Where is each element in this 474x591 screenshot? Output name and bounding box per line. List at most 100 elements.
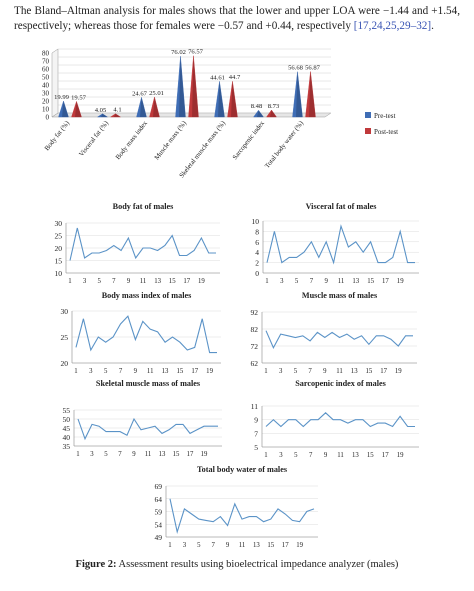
bar-value-label: 19.99 <box>54 94 70 101</box>
line-y-tick: 40 <box>63 433 71 442</box>
reference-links[interactable]: [17,24,25,29–32] <box>353 20 432 32</box>
line-x-tick: 19 <box>198 278 205 285</box>
line-x-tick: 1 <box>265 278 268 285</box>
line-x-tick: 13 <box>154 278 161 285</box>
caption-label: Figure 2: <box>75 559 117 570</box>
bar-category-label: Visceral fat (%) <box>78 120 110 158</box>
bar-category-label: Body mass index <box>115 119 150 161</box>
line-x-tick: 17 <box>183 278 190 285</box>
line-x-tick: 3 <box>89 368 93 375</box>
line-x-tick: 19 <box>395 368 402 375</box>
line-x-tick: 15 <box>169 278 176 285</box>
bar-y-tick: 60 <box>42 66 50 74</box>
line-x-tick: 13 <box>352 278 359 285</box>
line-y-tick: 30 <box>55 219 63 228</box>
series-line <box>69 227 216 261</box>
bar-y-tick: 80 <box>42 50 50 58</box>
bar-shade <box>296 71 303 117</box>
line-y-tick: 8 <box>255 227 259 236</box>
line-x-tick: 15 <box>267 542 274 549</box>
line-y-tick: 10 <box>55 269 63 278</box>
line-x-tick: 19 <box>397 452 404 459</box>
line-x-tick: 3 <box>279 452 283 459</box>
bar-pre <box>136 97 147 118</box>
bar-post <box>71 100 82 118</box>
line-x-tick: 9 <box>324 452 328 459</box>
line-y-tick: 45 <box>63 424 71 433</box>
bar-value-label: 24.67 <box>132 90 148 97</box>
bar-pre <box>58 100 69 118</box>
line-x-tick: 17 <box>382 452 389 459</box>
line-y-tick: 35 <box>63 442 71 451</box>
line-y-tick: 62 <box>251 359 259 368</box>
line-x-tick: 7 <box>119 368 123 375</box>
bar-value-label: 56.87 <box>305 65 321 72</box>
bar-category-label: Sarcopenic index <box>232 119 267 161</box>
line-x-tick: 7 <box>308 368 312 375</box>
bar-y-tick: 70 <box>42 58 50 66</box>
line-x-tick: 7 <box>112 278 116 285</box>
bar-shade <box>192 55 199 117</box>
bar-shade <box>270 110 277 117</box>
line-x-tick: 5 <box>104 451 108 458</box>
bar-post <box>149 96 160 118</box>
bar-shade <box>140 97 147 117</box>
bar-category-label: Total body water (%) <box>264 120 305 170</box>
line-x-tick: 15 <box>367 278 374 285</box>
line-x-tick: 3 <box>183 542 187 549</box>
legend-label: Post-test <box>374 128 398 136</box>
line-y-tick: 69 <box>155 482 163 491</box>
line-y-tick: 10 <box>252 217 260 226</box>
chart-side-wall <box>51 48 59 118</box>
line-x-tick: 19 <box>201 451 208 458</box>
line-x-tick: 3 <box>83 278 87 285</box>
line-x-tick: 5 <box>97 278 101 285</box>
line-x-tick: 9 <box>226 542 230 549</box>
bar-category-label: Muscle mass (%) <box>153 120 188 162</box>
figure-caption: Figure 2: Assessment results using bioel… <box>0 559 474 570</box>
caption-text: Assessment results using bioelectrical i… <box>116 559 399 570</box>
line-x-tick: 19 <box>397 278 404 285</box>
bar-pre <box>96 113 109 118</box>
bar-shade <box>75 101 82 117</box>
line-x-tick: 1 <box>74 368 77 375</box>
legend-swatch-pre <box>365 112 371 118</box>
bar-shade <box>231 81 238 117</box>
bar-post <box>188 55 199 118</box>
line-chart-title: Body fat of males <box>113 202 174 211</box>
bar-value-label: 44.61 <box>210 74 225 81</box>
line-y-tick: 72 <box>251 342 259 351</box>
bar-value-label: 44.7 <box>229 74 241 81</box>
line-x-tick: 9 <box>134 368 138 375</box>
line-x-tick: 9 <box>132 451 136 458</box>
line-y-tick: 2 <box>255 259 259 268</box>
line-x-tick: 15 <box>173 451 180 458</box>
line-x-tick: 11 <box>336 368 343 375</box>
line-x-tick: 19 <box>296 542 303 549</box>
line-x-tick: 19 <box>206 368 213 375</box>
line-x-tick: 11 <box>338 278 345 285</box>
bar-value-label: 19.57 <box>71 94 87 101</box>
line-y-tick: 20 <box>55 244 63 253</box>
bar-pre <box>175 56 186 118</box>
bar-value-label: 4.05 <box>95 107 107 114</box>
bar-shade <box>257 110 264 117</box>
line-x-tick: 17 <box>382 278 389 285</box>
bar-post <box>305 71 316 118</box>
line-x-tick: 1 <box>264 368 267 375</box>
line-x-tick: 5 <box>294 368 298 375</box>
line-y-tick: 54 <box>155 520 163 529</box>
line-x-tick: 3 <box>90 451 94 458</box>
line-x-tick: 7 <box>310 278 314 285</box>
line-chart-title: Sarcopenic index of males <box>295 379 386 388</box>
line-y-tick: 15 <box>55 257 63 266</box>
line-chart-title: Body mass index of males <box>102 291 192 300</box>
line-x-tick: 17 <box>187 451 194 458</box>
line-chart-title: Skeletal muscle mass of males <box>96 379 200 388</box>
intro-text: The Bland–Altman analysis for males show… <box>14 5 460 32</box>
line-x-tick: 7 <box>118 451 122 458</box>
intro-paragraph: The Bland–Altman analysis for males show… <box>14 4 460 34</box>
line-x-tick: 7 <box>309 452 313 459</box>
line-y-tick: 9 <box>254 416 258 425</box>
bar-y-tick: 0 <box>46 114 50 122</box>
